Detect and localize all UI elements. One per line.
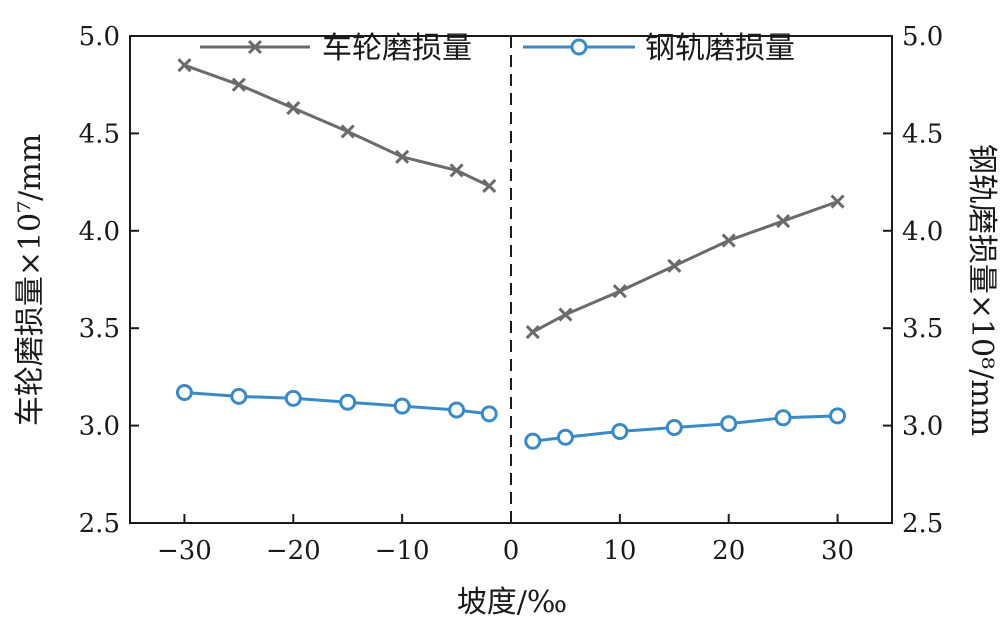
y-tick-label-right: 4.0 (902, 217, 943, 247)
legend-label: 车轮磨损量 (322, 31, 472, 66)
rail-wear-point (829, 407, 847, 425)
rail-wear-point (774, 409, 792, 427)
wheel-wear-point (286, 101, 301, 116)
rail-wear-point (339, 393, 357, 411)
x-tick-label: −20 (266, 536, 321, 566)
y-tick-label-left: 4.0 (79, 217, 120, 247)
y-tick-label-left: 3.0 (79, 412, 120, 442)
wheel-wear-point (525, 325, 540, 340)
y-tick-label-right: 2.5 (902, 509, 943, 539)
wheel-wear-point (231, 77, 246, 92)
series-1-line-segment-0 (184, 391, 490, 416)
wheel-wear-point (558, 307, 573, 322)
x-tick-label: 20 (712, 536, 745, 566)
wheel-wear-point (395, 149, 410, 164)
rail-wear-point (448, 401, 466, 419)
plot-frame (129, 35, 893, 524)
y-tick-label-left: 2.5 (79, 509, 120, 539)
rail-wear-point (524, 432, 542, 450)
wheel-wear-point (776, 213, 791, 229)
x-tick-label: 10 (603, 536, 636, 566)
legend-x-marker (247, 39, 263, 55)
wheel-wear-point (177, 58, 192, 73)
y-tick-label-right: 4.5 (902, 119, 943, 149)
rail-wear-point (393, 397, 411, 415)
rail-wear-point (720, 415, 738, 433)
y-tick-label-right: 3.0 (902, 412, 943, 442)
rail-wear-point (480, 405, 498, 423)
rail-wear-point (230, 387, 248, 405)
series-0-line-segment-1 (532, 200, 839, 334)
rail-wear-point (556, 428, 574, 446)
y-axis-left-title: 车轮磨损量×10⁷/mm (13, 134, 48, 426)
y-tick-label-left: 5.0 (79, 22, 120, 52)
y-tick-label-left: 3.5 (79, 314, 120, 344)
x-tick-label: −30 (157, 536, 212, 566)
series-1-line-segment-1 (532, 414, 838, 443)
rail-wear-point (175, 383, 193, 401)
wheel-wear-point (482, 178, 497, 194)
legend-circle-marker (570, 38, 588, 56)
y-tick-label-left: 4.5 (79, 119, 120, 149)
plot-area: 2.5 2.5 3.0 3.0 3.5 3.5 4.0 4.0 4.5 4.5 5.0 5.0 −30 −… (79, 22, 944, 566)
wheel-wear-point (721, 233, 736, 248)
x-tick-label: 30 (821, 536, 854, 566)
wheel-wear-point (612, 284, 627, 299)
y-tick-label-right: 5.0 (902, 22, 943, 52)
wheel-wear-point (830, 194, 845, 209)
series-0-line-segment-0 (183, 63, 490, 188)
rail-wear-point (611, 422, 629, 440)
wheel-wear-point (340, 124, 355, 139)
wheel-wear-point (667, 258, 682, 273)
y-tick-label-right: 3.5 (902, 314, 943, 344)
rail-wear-point (665, 419, 683, 437)
legend-label: 钢轨磨损量 (645, 31, 795, 66)
rail-wear-point (284, 389, 302, 407)
wheel-wear-point (449, 163, 464, 178)
y-axis-right-title: 钢轨磨损量×10⁸/mm (964, 144, 999, 436)
x-axis-title: 坡度/‰ (457, 585, 567, 620)
x-tick-label: −10 (375, 536, 430, 566)
x-tick-label: 0 (503, 536, 520, 566)
